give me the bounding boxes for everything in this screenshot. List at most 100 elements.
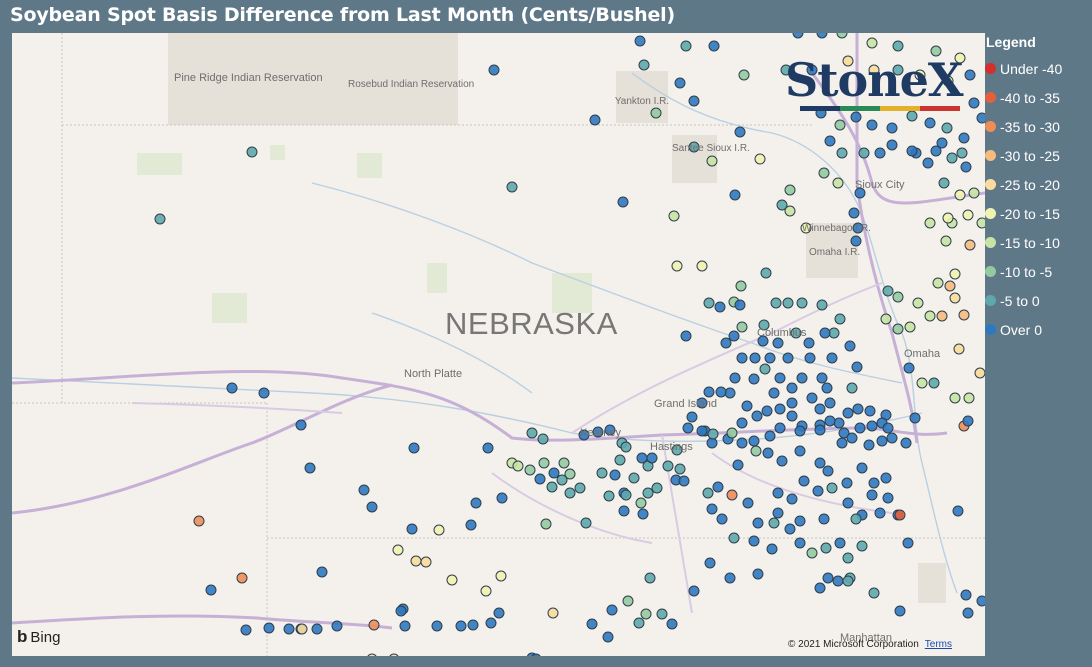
legend-item[interactable]: -30 to -25 xyxy=(985,141,1090,170)
basis-marker[interactable] xyxy=(640,608,652,620)
basis-marker[interactable] xyxy=(952,505,964,517)
basis-marker[interactable] xyxy=(738,69,750,81)
basis-marker[interactable] xyxy=(850,235,862,247)
basis-marker[interactable] xyxy=(752,568,764,580)
basis-marker[interactable] xyxy=(976,112,985,124)
basis-marker[interactable] xyxy=(668,210,680,222)
basis-marker[interactable] xyxy=(772,507,784,519)
basis-marker[interactable] xyxy=(603,490,615,502)
basis-marker[interactable] xyxy=(794,425,806,437)
basis-marker[interactable] xyxy=(836,437,848,449)
basis-marker[interactable] xyxy=(866,119,878,131)
basis-marker[interactable] xyxy=(706,437,718,449)
basis-marker[interactable] xyxy=(296,623,308,635)
basis-marker[interactable] xyxy=(803,337,815,349)
basis-marker[interactable] xyxy=(295,419,307,431)
basis-marker[interactable] xyxy=(964,69,976,81)
basis-marker[interactable] xyxy=(944,280,956,292)
basis-marker[interactable] xyxy=(534,473,546,485)
basis-marker[interactable] xyxy=(734,299,746,311)
basis-marker[interactable] xyxy=(882,285,894,297)
legend-item[interactable]: -40 to -35 xyxy=(985,83,1090,112)
basis-marker[interactable] xyxy=(686,411,698,423)
basis-marker[interactable] xyxy=(465,519,477,531)
basis-marker[interactable] xyxy=(728,532,740,544)
basis-marker[interactable] xyxy=(864,405,876,417)
legend-item[interactable]: Over 0 xyxy=(985,315,1090,344)
basis-marker[interactable] xyxy=(886,139,898,151)
basis-marker[interactable] xyxy=(716,513,728,525)
basis-marker[interactable] xyxy=(538,457,550,469)
basis-marker[interactable] xyxy=(496,492,508,504)
basis-marker[interactable] xyxy=(680,40,692,52)
basis-markers[interactable] xyxy=(154,33,985,656)
basis-marker[interactable] xyxy=(954,189,966,201)
basis-marker[interactable] xyxy=(892,40,904,52)
basis-marker[interactable] xyxy=(706,155,718,167)
basis-marker[interactable] xyxy=(263,622,275,634)
basis-marker[interactable] xyxy=(671,260,683,272)
basis-marker[interactable] xyxy=(666,618,678,630)
basis-marker[interactable] xyxy=(863,439,875,451)
basis-marker[interactable] xyxy=(768,517,780,529)
basis-marker[interactable] xyxy=(824,135,836,147)
basis-marker[interactable] xyxy=(316,566,328,578)
basis-marker[interactable] xyxy=(964,239,976,251)
basis-marker[interactable] xyxy=(761,405,773,417)
basis-marker[interactable] xyxy=(651,482,663,494)
basis-marker[interactable] xyxy=(786,410,798,422)
basis-marker[interactable] xyxy=(682,422,694,434)
basis-marker[interactable] xyxy=(818,167,830,179)
basis-marker[interactable] xyxy=(644,572,656,584)
basis-marker[interactable] xyxy=(784,523,796,535)
basis-marker[interactable] xyxy=(715,386,727,398)
basis-marker[interactable] xyxy=(635,497,647,509)
basis-marker[interactable] xyxy=(816,33,828,39)
basis-marker[interactable] xyxy=(968,187,980,199)
basis-marker[interactable] xyxy=(395,605,407,617)
basis-marker[interactable] xyxy=(886,432,898,444)
basis-marker[interactable] xyxy=(868,587,880,599)
terms-link[interactable]: Terms xyxy=(924,639,952,650)
basis-marker[interactable] xyxy=(956,147,968,159)
basis-marker[interactable] xyxy=(941,122,953,134)
basis-marker[interactable] xyxy=(358,484,370,496)
basis-marker[interactable] xyxy=(909,412,921,424)
basis-marker[interactable] xyxy=(976,595,985,607)
basis-marker[interactable] xyxy=(963,392,975,404)
basis-marker[interactable] xyxy=(946,152,958,164)
basis-marker[interactable] xyxy=(841,477,853,489)
basis-marker[interactable] xyxy=(796,297,808,309)
basis-marker[interactable] xyxy=(954,52,966,64)
basis-marker[interactable] xyxy=(750,445,762,457)
basis-marker[interactable] xyxy=(617,196,629,208)
basis-marker[interactable] xyxy=(914,69,926,81)
basis-marker[interactable] xyxy=(834,313,846,325)
basis-marker[interactable] xyxy=(734,126,746,138)
basis-marker[interactable] xyxy=(703,386,715,398)
legend-item[interactable]: Under -40 xyxy=(985,54,1090,83)
basis-marker[interactable] xyxy=(766,543,778,555)
basis-marker[interactable] xyxy=(800,222,812,234)
basis-marker[interactable] xyxy=(226,382,238,394)
basis-marker[interactable] xyxy=(258,387,270,399)
basis-marker[interactable] xyxy=(960,161,972,173)
basis-marker[interactable] xyxy=(880,472,892,484)
basis-marker[interactable] xyxy=(834,537,846,549)
basis-marker[interactable] xyxy=(924,117,936,129)
basis-marker[interactable] xyxy=(856,540,868,552)
basis-marker[interactable] xyxy=(748,373,760,385)
basis-marker[interactable] xyxy=(433,524,445,536)
basis-marker[interactable] xyxy=(392,544,404,556)
basis-marker[interactable] xyxy=(868,64,880,76)
basis-marker[interactable] xyxy=(728,330,740,342)
basis-marker[interactable] xyxy=(842,407,854,419)
basis-marker[interactable] xyxy=(678,475,690,487)
basis-marker[interactable] xyxy=(866,420,878,432)
basis-marker[interactable] xyxy=(633,617,645,629)
basis-marker[interactable] xyxy=(892,64,904,76)
basis-marker[interactable] xyxy=(389,653,399,656)
basis-marker[interactable] xyxy=(852,403,864,415)
basis-marker[interactable] xyxy=(816,299,828,311)
basis-marker[interactable] xyxy=(924,310,936,322)
